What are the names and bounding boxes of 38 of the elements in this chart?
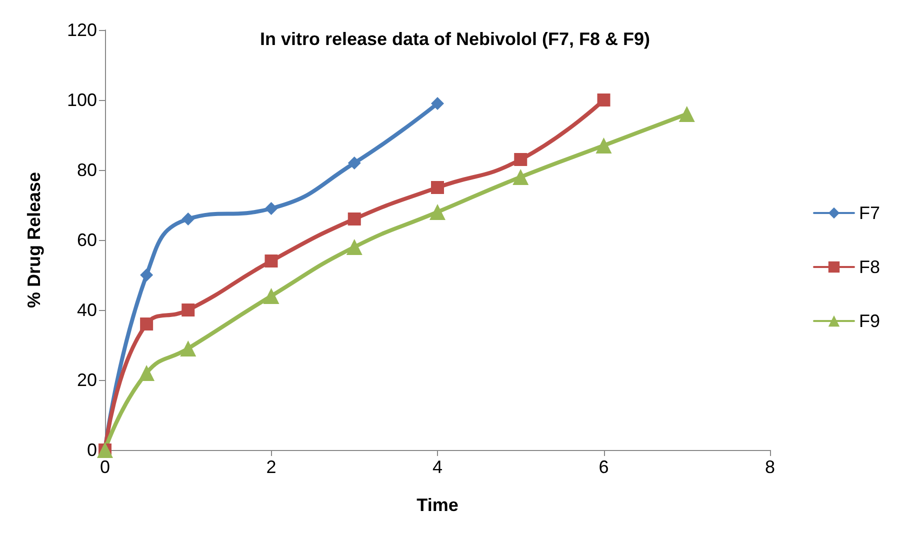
point bbox=[678, 106, 695, 122]
x-tick-label: 8 bbox=[764, 457, 776, 477]
point bbox=[514, 153, 528, 166]
x-tick-label: 4 bbox=[432, 457, 443, 477]
point bbox=[140, 268, 154, 282]
point bbox=[180, 340, 196, 356]
point bbox=[348, 212, 361, 226]
y-tick-label: 0 bbox=[86, 440, 97, 460]
y-tick-label: 100 bbox=[66, 90, 97, 110]
point bbox=[596, 138, 612, 154]
point bbox=[138, 365, 155, 381]
point bbox=[512, 169, 529, 185]
point bbox=[431, 97, 444, 110]
legend-label: F7 bbox=[858, 203, 880, 223]
point bbox=[182, 212, 195, 226]
point bbox=[431, 181, 444, 194]
x-axis-title: Time bbox=[416, 495, 458, 515]
point bbox=[348, 156, 361, 170]
chart-title: In vitro release data of Nebivolol (F7, F8 & F9) bbox=[260, 29, 650, 49]
point bbox=[140, 318, 154, 330]
point bbox=[264, 202, 278, 215]
point bbox=[264, 254, 278, 268]
point bbox=[182, 304, 195, 316]
y-tick-label: 120 bbox=[66, 20, 97, 40]
x-tick-label: 0 bbox=[100, 457, 110, 477]
y-tick-label: 60 bbox=[76, 230, 97, 250]
point bbox=[263, 288, 280, 304]
point bbox=[597, 94, 610, 106]
legend-label: F8 bbox=[858, 257, 880, 277]
x-tick-label: 2 bbox=[266, 457, 276, 477]
point bbox=[430, 204, 446, 220]
legend-label: F9 bbox=[858, 311, 880, 331]
y-axis-title: % Drug Release bbox=[24, 172, 44, 308]
x-tick-label: 6 bbox=[598, 457, 609, 477]
point bbox=[346, 239, 362, 255]
y-tick-label: 40 bbox=[76, 300, 97, 320]
y-tick-label: 80 bbox=[76, 160, 97, 180]
y-tick-label: 20 bbox=[76, 370, 97, 390]
